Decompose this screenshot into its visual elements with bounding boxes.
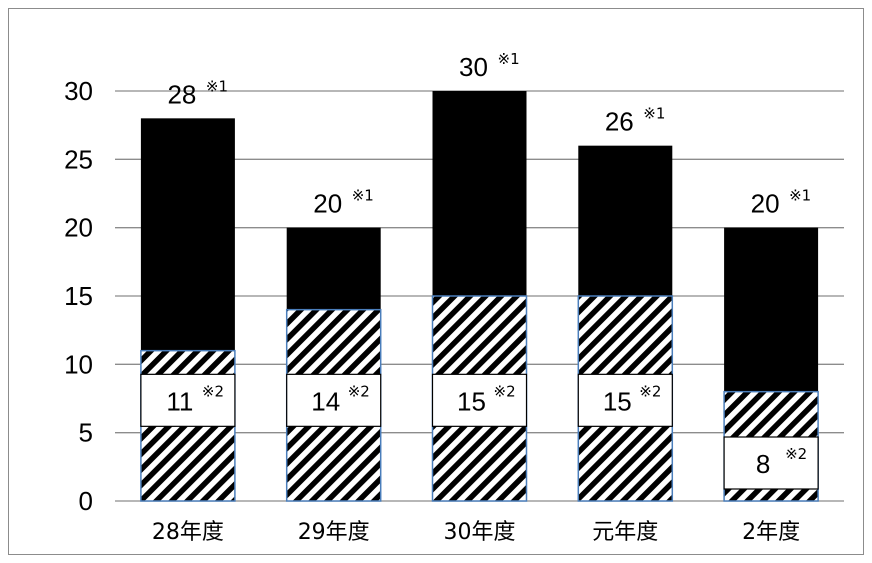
bar-segment-solid <box>432 91 527 296</box>
bar-total-note: ※1 <box>643 105 665 123</box>
part-label: 8 <box>756 449 770 479</box>
bar-total-label: 26 <box>605 107 634 137</box>
x-category-label: 元年度 <box>592 520 658 545</box>
y-tick-label: 0 <box>79 486 93 516</box>
x-category-label: 28年度 <box>152 520 224 545</box>
part-label-note: ※2 <box>785 445 807 463</box>
bar-segment-solid <box>140 118 235 351</box>
bar-total-label: 28 <box>167 79 196 109</box>
y-tick-label: 15 <box>64 281 93 311</box>
part-label-box <box>723 436 819 490</box>
x-category-label: 2年度 <box>742 520 800 545</box>
bar-total-note: ※1 <box>206 77 228 95</box>
part-label: 15 <box>457 386 486 416</box>
part-label: 15 <box>603 386 632 416</box>
part-label-box <box>577 373 673 427</box>
bar-segment-solid <box>286 227 381 310</box>
part-label-note: ※2 <box>202 382 224 400</box>
part-label-box <box>140 373 236 427</box>
x-category-label: 29年度 <box>298 520 370 545</box>
y-tick-label: 25 <box>64 144 93 174</box>
part-label-note: ※2 <box>348 382 370 400</box>
part-label-box <box>286 373 382 427</box>
y-tick-label: 10 <box>64 349 93 379</box>
bar-total-note: ※1 <box>352 187 374 205</box>
bar-total-label: 30 <box>459 52 488 82</box>
part-label-note: ※2 <box>639 382 661 400</box>
bar-total-note: ※1 <box>789 187 811 205</box>
bar-total-label: 20 <box>751 189 780 219</box>
y-tick-label: 20 <box>64 213 93 243</box>
y-tick-label: 5 <box>79 418 93 448</box>
part-label: 14 <box>311 386 340 416</box>
x-category-label: 30年度 <box>444 520 516 545</box>
part-label-box <box>431 373 528 427</box>
bar-total-note: ※1 <box>498 50 520 68</box>
bar-segment-solid <box>578 145 673 296</box>
part-label: 11 <box>166 386 193 416</box>
y-tick-label: 30 <box>64 76 93 106</box>
part-label-note: ※2 <box>494 382 516 400</box>
bar-total-label: 20 <box>313 189 342 219</box>
bar-segment-solid <box>724 227 819 392</box>
